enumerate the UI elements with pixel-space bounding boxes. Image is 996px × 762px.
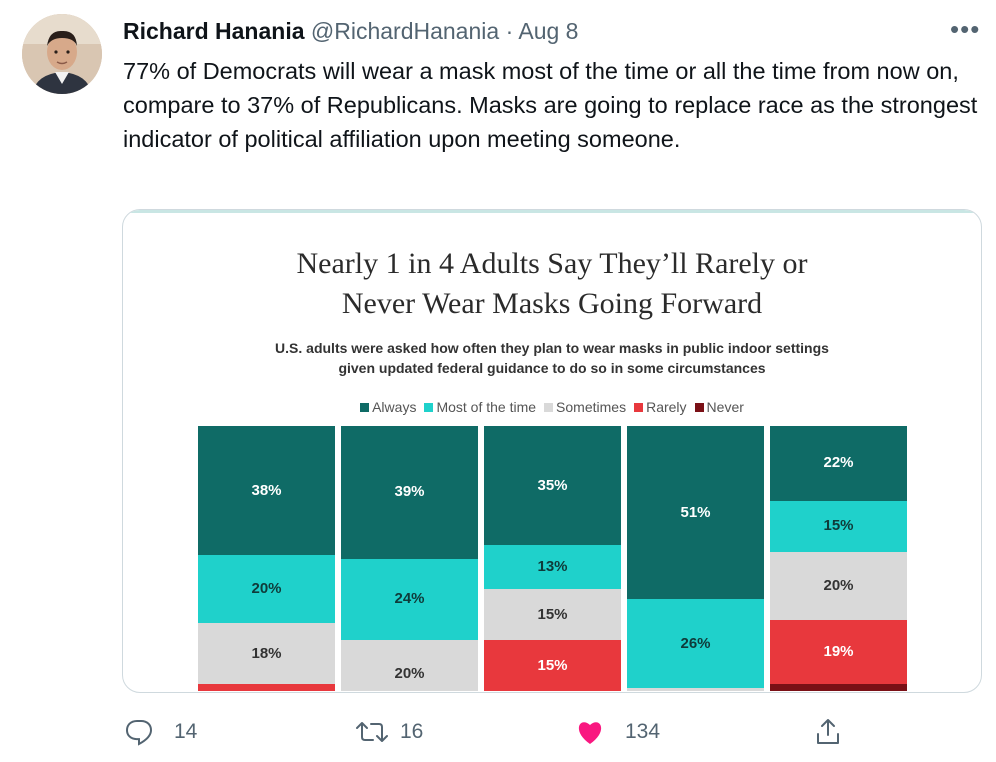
bar-segment-sometimes — [627, 687, 764, 691]
chart-subtitle-line-1: U.S. adults were asked how often they pl… — [275, 340, 829, 356]
data-label: 22% — [823, 454, 854, 472]
bar-segment-most-of-the-time — [198, 555, 335, 624]
bar-column-3: 35% 13% 15% 15% — [484, 426, 621, 691]
data-label: 51% — [680, 503, 711, 521]
bar-column-4: 51%26%13% — [627, 426, 764, 691]
avatar[interactable] — [22, 14, 102, 94]
tweet-header: Richard Hanania @RichardHanania · Aug 8 — [123, 17, 578, 45]
legend-item-most-of-the-time: Most of the time — [424, 399, 536, 415]
heart-icon — [578, 722, 602, 744]
bar-segment-rarely — [770, 619, 907, 685]
bar-segment-most-of-the-time — [627, 599, 764, 688]
chart-title-line-1: Nearly 1 in 4 Adults Say They’ll Rarely … — [296, 247, 808, 280]
chart-subtitle: U.S. adults were asked how often they pl… — [123, 338, 981, 378]
avatar-image — [22, 14, 102, 94]
chart-legend: Always Most of the time Sometimes Rarely Nev… — [123, 399, 981, 415]
data-label: 38% — [251, 481, 282, 499]
data-label: 20% — [823, 576, 854, 594]
data-label: 20% — [394, 665, 425, 683]
legend-label: Sometimes — [556, 399, 627, 415]
data-label: 26% — [680, 634, 711, 652]
more-options-icon[interactable]: ••• — [950, 14, 981, 44]
legend-label: Never — [706, 399, 744, 415]
author-handle[interactable]: @RichardHanania — [310, 18, 500, 44]
bar-segment-always — [627, 426, 764, 600]
like-count: 134 — [625, 720, 661, 743]
data-label: 18% — [251, 644, 282, 662]
bar-column-5: 22% 15% 20% 19% — [770, 426, 907, 691]
chart-title-line-2: Never Wear Masks Going Forward — [341, 287, 763, 320]
legend-item-never: Never — [694, 399, 744, 415]
bar-segment-most-of-the-time — [341, 558, 478, 641]
legend-swatch — [544, 403, 554, 412]
data-label: 15% — [537, 656, 568, 674]
retweet-icon — [356, 722, 388, 742]
share-icon — [817, 719, 839, 744]
legend-item-sometimes: Sometimes — [544, 399, 626, 415]
data-label: 19% — [823, 643, 854, 661]
bar-segment-always — [484, 426, 621, 545]
tweet-text: 77% of Democrats will wear a mask most o… — [123, 58, 978, 152]
data-label: 39% — [394, 483, 425, 501]
legend-swatch — [360, 403, 370, 412]
legend-label: Always — [372, 399, 417, 415]
media-card[interactable]: Nearly 1 in 4 Adults Say They’ll Rarely … — [122, 209, 982, 693]
legend-label: Rarely — [646, 399, 687, 415]
chart-subtitle-line-2: given updated federal guidance to do so … — [338, 360, 766, 376]
tweet-date[interactable]: Aug 8 — [518, 18, 579, 44]
reply-count: 14 — [174, 720, 198, 743]
bar-segment-always — [770, 426, 907, 501]
legend-label: Most of the time — [436, 399, 537, 415]
data-label: 15% — [823, 517, 854, 535]
bar-segment-rarely — [198, 684, 335, 691]
meta-separator: · — [505, 18, 514, 44]
bar-segment-rarely — [484, 640, 621, 691]
card-top-border — [123, 210, 981, 213]
bar-segment-sometimes — [770, 551, 907, 620]
legend-item-rarely: Rarely — [634, 399, 687, 415]
legend-swatch — [424, 403, 434, 412]
retweet-count: 16 — [400, 720, 424, 743]
data-label: 24% — [394, 590, 425, 608]
bar-segment-most-of-the-time — [484, 545, 621, 590]
tweet-actions: 14 16 134 — [0, 712, 996, 752]
bar-segment-most-of-the-time — [770, 500, 907, 552]
bar-column-2: 39% 24% 20% — [341, 426, 478, 691]
data-label: 20% — [251, 580, 282, 598]
bar-segment-never — [770, 684, 907, 691]
data-label: 35% — [537, 476, 568, 494]
bar-segment-sometimes — [198, 623, 335, 685]
data-label: 13% — [537, 558, 568, 576]
legend-swatch — [634, 403, 644, 412]
bar-segment-sometimes — [484, 589, 621, 641]
bar-segment-always — [198, 426, 335, 556]
bar-segment-sometimes — [341, 640, 478, 691]
stacked-bar-chart: 38%20%18%11%39%24%20%35%13%15%15%51%26%1… — [198, 426, 908, 691]
bar-segment-always — [341, 426, 478, 559]
data-label: 15% — [537, 605, 568, 623]
legend-item-always: Always — [360, 399, 416, 415]
author-name[interactable]: Richard Hanania — [123, 18, 305, 44]
chart-title: Nearly 1 in 4 Adults Say They’ll Rarely … — [123, 244, 981, 324]
reply-icon — [125, 720, 153, 746]
legend-swatch — [694, 403, 704, 412]
bar-column-1: 38%20%18%11% — [198, 426, 335, 691]
